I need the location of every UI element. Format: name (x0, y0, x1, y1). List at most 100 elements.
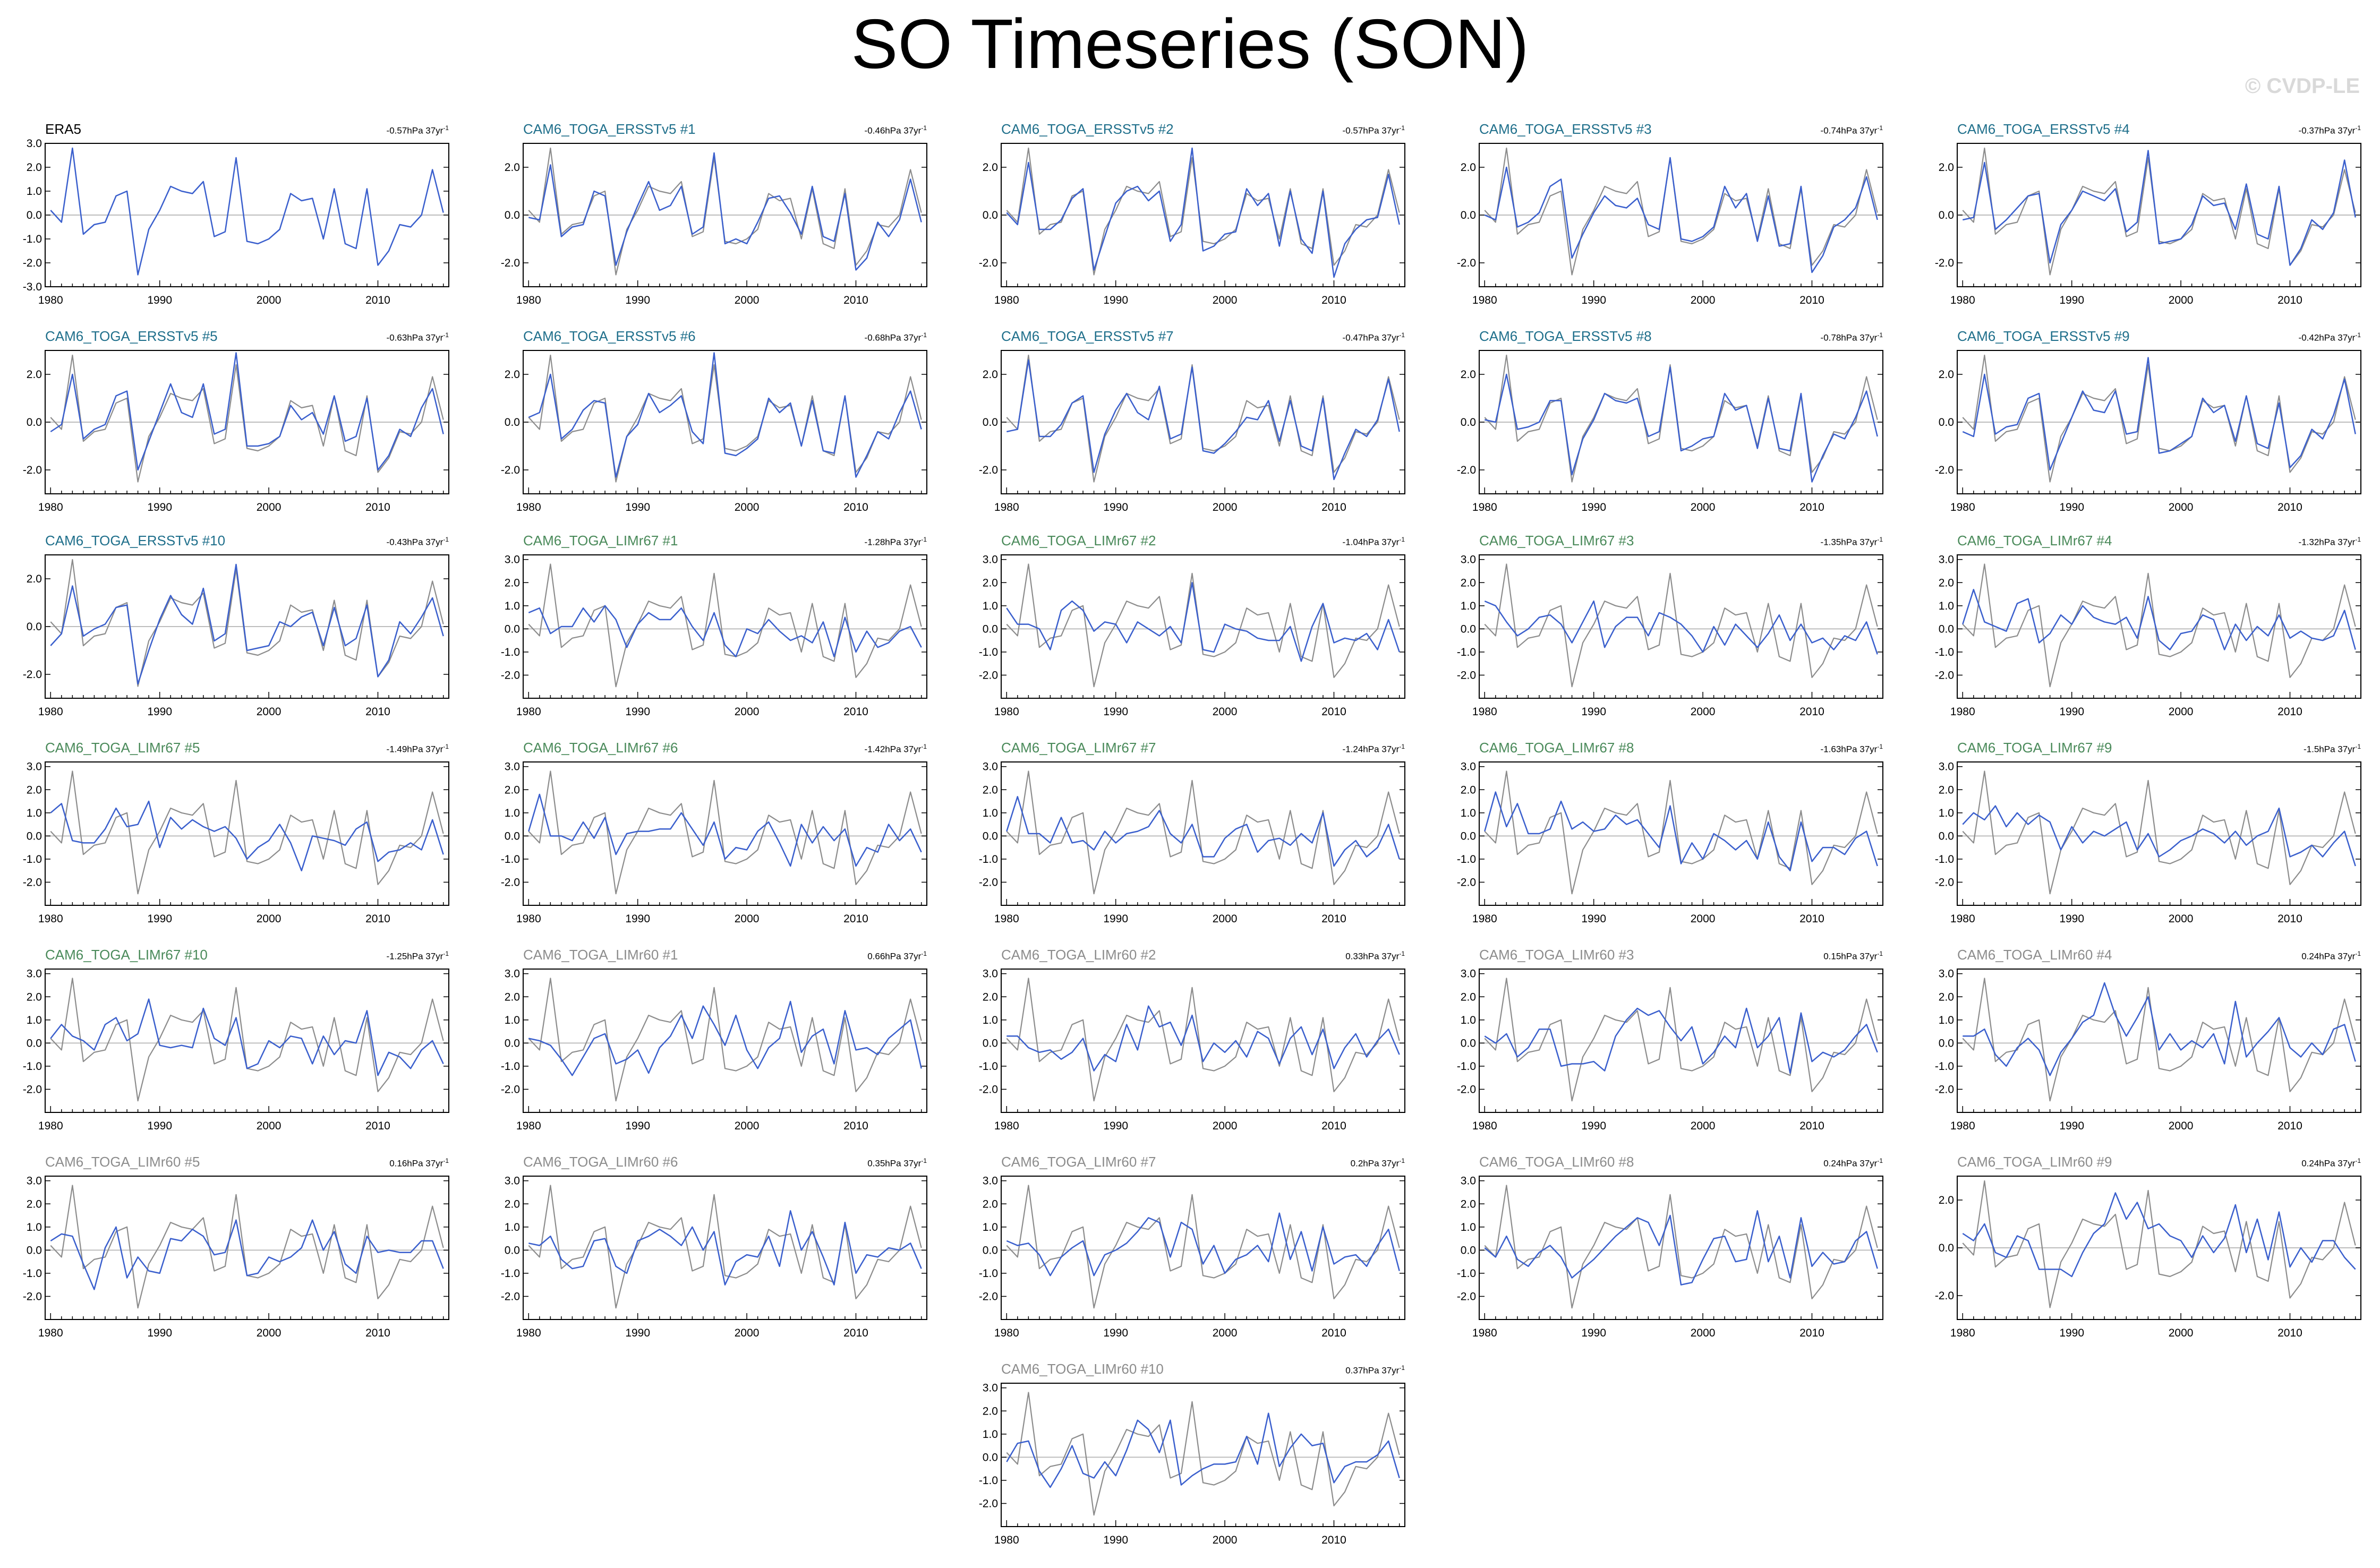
panel-trend: -1.25hPa 37yr-1 (387, 950, 449, 962)
y-tick-label: -2.0 (979, 669, 998, 681)
y-tick-label: 1.0 (1461, 600, 1476, 612)
plot-area: 1980 1990 2000 2010 3.0 2.0 1.0 0.0 -1.0 -2.0 (1935, 968, 2361, 1132)
x-tick-label: 2000 (735, 1327, 760, 1339)
x-tick-label: 1980 (38, 1327, 63, 1339)
y-tick-label: -2.0 (1457, 669, 1476, 681)
y-tick-label: 1.0 (27, 185, 42, 198)
plot-frame (523, 554, 927, 699)
trend-exponent: -1 (443, 950, 449, 957)
obs-series-line (1006, 978, 1400, 1102)
panel-trend: -1.63hPa 37yr-1 (1821, 743, 1883, 755)
plot-area: 1980 1990 2000 2010 2.0 0.0 -2.0 (501, 350, 927, 513)
trend-exponent: -1 (921, 331, 927, 339)
y-tick-label: 1.0 (1461, 1221, 1476, 1233)
watermark: © CVDP-LE (2245, 74, 2360, 98)
panel: CAM6_TOGA_ERSSTv5 #9 -0.42hPa 37yr-1 1980 1… (1935, 319, 2361, 526)
y-tick-label: -1.0 (501, 1267, 520, 1280)
panel-trend: -1.42hPa 37yr-1 (865, 743, 927, 755)
panel-title: CAM6_TOGA_ERSSTv5 #1 (523, 121, 696, 137)
y-tick-label: 0.0 (1461, 416, 1476, 429)
x-tick-label: 2010 (843, 706, 868, 718)
y-tick-label: 0.0 (505, 830, 520, 842)
plot-area: 1980 1990 2000 2010 3.0 2.0 1.0 0.0 -1.0 -2.0 (979, 1382, 1405, 1546)
x-tick-label: 2010 (1799, 913, 1824, 925)
model-series-line (1962, 357, 2356, 471)
panel-title: CAM6_TOGA_ERSSTv5 #2 (1001, 121, 1174, 137)
y-tick-label: 3.0 (1461, 554, 1476, 566)
y-tick-label: -1.0 (501, 646, 520, 658)
x-tick-label: 2010 (365, 706, 390, 718)
x-tick-label: 1980 (516, 294, 541, 306)
y-tick-label: 3.0 (1461, 761, 1476, 773)
panel: CAM6_TOGA_LIMr67 #9 -1.5hPa 37yr-1 1980 199… (1935, 730, 2361, 937)
x-tick-label: 1990 (1581, 706, 1606, 718)
y-tick-label: -1.0 (979, 1267, 998, 1280)
x-tick-label: 1980 (994, 294, 1019, 306)
panel-title: CAM6_TOGA_ERSSTv5 #3 (1479, 121, 1652, 137)
trend-value: -0.42hPa 37yr (2298, 332, 2356, 343)
trend-exponent: -1 (921, 124, 927, 132)
x-tick-label: 1980 (38, 706, 63, 718)
trend-value: -0.37hPa 37yr (2298, 125, 2356, 136)
y-tick-label: -1.0 (501, 1060, 520, 1073)
trend-exponent: -1 (443, 331, 449, 339)
x-tick-label: 2000 (1213, 501, 1238, 513)
plot-area: 1980 1990 2000 2010 3.0 2.0 1.0 0.0 -1.0 -2.0 (1457, 761, 1883, 925)
y-tick-label: 0.0 (1939, 830, 1954, 842)
y-tick-label: 3.0 (983, 554, 998, 566)
plot-area: 1980 1990 2000 2010 2.0 0.0 -2.0 (1457, 350, 1883, 513)
x-tick-label: 2000 (1213, 913, 1238, 925)
x-tick-label: 2010 (1799, 706, 1824, 718)
plot-area: 1980 1990 2000 2010 2.0 0.0 -2.0 (23, 350, 449, 513)
x-tick-label: 1980 (38, 501, 63, 513)
x-tick-label: 1980 (1950, 706, 1975, 718)
x-tick-label: 2000 (257, 501, 281, 513)
plot-frame (1001, 1176, 1405, 1320)
plot-area: 1980 1990 2000 2010 3.0 2.0 1.0 0.0 -1.0 -2.0 (979, 1175, 1405, 1339)
y-tick-label: 1.0 (1939, 600, 1954, 612)
y-tick-label: 2.0 (27, 573, 42, 585)
x-tick-label: 2000 (1213, 1327, 1238, 1339)
x-tick-label: 2000 (1691, 913, 1716, 925)
y-tick-label: 3.0 (27, 968, 42, 980)
y-tick-label: -1.0 (501, 853, 520, 866)
trend-exponent: -1 (443, 536, 449, 543)
plot-frame (1001, 969, 1405, 1113)
y-tick-label: -2.0 (979, 257, 998, 269)
y-tick-label: 0.0 (1461, 623, 1476, 635)
y-tick-label: 0.0 (1939, 1037, 1954, 1049)
x-tick-label: 1980 (516, 1120, 541, 1132)
x-tick-label: 1990 (2059, 1327, 2084, 1339)
y-tick-label: -2.0 (979, 1290, 998, 1303)
y-tick-label: 2.0 (1939, 161, 1954, 174)
plot-area: 1980 1990 2000 2010 3.0 2.0 1.0 0.0 -1.0 -2.0 -3.0 (23, 138, 449, 306)
plot-area: 1980 1990 2000 2010 3.0 2.0 1.0 0.0 -1.0 -2.0 (501, 554, 927, 718)
y-tick-label: 2.0 (1461, 991, 1476, 1003)
plot-area: 1980 1990 2000 2010 2.0 0.0 -2.0 (979, 350, 1405, 513)
y-tick-label: -2.0 (23, 669, 42, 681)
obs-series-line (1484, 147, 1878, 276)
y-tick-label: -2.0 (979, 876, 998, 888)
panel-title: CAM6_TOGA_ERSSTv5 #10 (45, 533, 226, 549)
trend-value: 0.2hPa 37yr (1350, 1158, 1400, 1169)
y-tick-label: -1.0 (23, 1267, 42, 1280)
panel-title: CAM6_TOGA_LIMr67 #10 (45, 947, 208, 963)
plot-frame (1001, 761, 1405, 906)
x-tick-label: 2010 (1799, 1327, 1824, 1339)
panel: ERA5 -0.57hPa 37yr-1 1980 1990 2000 2010 3.0 2.… (23, 112, 449, 319)
trend-exponent: -1 (1399, 536, 1405, 543)
y-tick-label: -2.0 (501, 1290, 520, 1303)
obs-series-line (50, 978, 444, 1102)
y-tick-label: 2.0 (1461, 369, 1476, 381)
panel-title: CAM6_TOGA_LIMr60 #7 (1001, 1154, 1156, 1170)
panel-title: CAM6_TOGA_ERSSTv5 #8 (1479, 328, 1652, 344)
x-tick-label: 1980 (994, 1327, 1019, 1339)
x-tick-label: 2010 (2277, 501, 2302, 513)
y-tick-label: 1.0 (1461, 1014, 1476, 1026)
model-series-line (50, 563, 444, 685)
plot-area: 1980 1990 2000 2010 2.0 0.0 -2.0 (979, 143, 1405, 306)
y-tick-label: 2.0 (27, 369, 42, 381)
x-tick-label: 1980 (994, 913, 1019, 925)
obs-series-line (1962, 563, 2356, 688)
x-tick-label: 2000 (1691, 706, 1716, 718)
